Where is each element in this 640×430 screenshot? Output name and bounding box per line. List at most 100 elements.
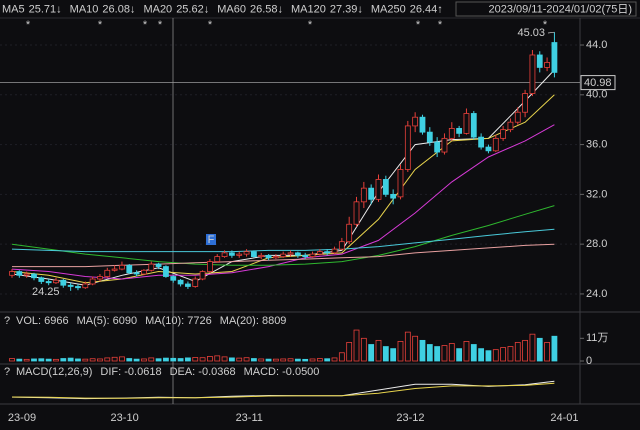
candle-body — [126, 264, 133, 274]
volume-bar — [243, 357, 250, 362]
volume-legend: MA(20): 8809 — [220, 315, 287, 327]
volume-bar — [419, 339, 426, 362]
volume-bar — [448, 343, 455, 362]
candle-body — [316, 251, 323, 255]
event-star: * — [438, 19, 443, 31]
candle-body — [419, 116, 426, 133]
legend-name: MA250 — [371, 3, 406, 15]
volume-bar — [456, 348, 463, 362]
volume-bar — [272, 358, 279, 362]
candle-body — [397, 169, 404, 198]
candle-body — [463, 113, 470, 134]
crosshair-label: 40.98 — [584, 77, 612, 89]
y-tick-label: 28.0 — [586, 238, 607, 250]
legend-value: 25.62↓ — [176, 3, 209, 15]
candle-body — [338, 241, 345, 250]
volume-bar — [177, 358, 184, 362]
volume-bar — [412, 335, 419, 362]
volume-bar — [463, 341, 470, 362]
legend-name: MA10 — [70, 3, 99, 15]
y-tick-label: 44.0 — [586, 39, 607, 51]
candle-body — [529, 54, 536, 94]
candle-body — [185, 283, 191, 287]
volume-bar — [316, 358, 323, 362]
volume-bar — [331, 357, 338, 362]
candle-body — [485, 146, 492, 152]
volume-bar — [97, 358, 103, 362]
volume-bar — [45, 358, 52, 362]
candle-body — [536, 54, 543, 68]
volume-bar — [141, 358, 147, 362]
volume-bar — [9, 358, 15, 362]
volume-bar — [514, 342, 521, 362]
volume-bar — [170, 357, 177, 362]
candle-body — [272, 256, 279, 259]
candle-body — [133, 272, 140, 275]
ma-line — [11, 69, 555, 286]
help: ? — [4, 315, 10, 327]
candle-body — [53, 279, 59, 284]
volume-bar — [126, 358, 133, 362]
candle-body — [470, 113, 477, 138]
candle-body — [214, 256, 221, 262]
volume-bar — [192, 357, 199, 362]
volume-bar — [536, 337, 543, 362]
volume-bar — [250, 358, 257, 362]
candle-body — [192, 278, 199, 287]
volume-bar — [382, 346, 389, 362]
legend-value: 26.08↓ — [102, 3, 135, 15]
volume-bar — [309, 358, 316, 362]
candle-body — [331, 248, 338, 254]
crosshair-box — [580, 75, 616, 91]
candle-body — [265, 254, 272, 259]
date-range-box[interactable] — [455, 1, 637, 17]
volume-bar — [75, 358, 81, 362]
volume-bar — [155, 358, 162, 362]
candle-body — [294, 252, 301, 256]
x-tick-label: 23-10 — [111, 412, 139, 424]
volume-bar — [119, 356, 125, 362]
volume-bar — [500, 347, 507, 362]
candle-body — [500, 129, 507, 139]
candle-body — [492, 137, 499, 152]
ma-line — [11, 228, 555, 253]
candle-body — [104, 269, 111, 277]
y-tick-label: 32.0 — [586, 188, 607, 200]
dea-line — [11, 382, 555, 399]
volume-bar — [397, 341, 404, 362]
candle-body — [228, 252, 235, 256]
candle-body — [346, 223, 353, 243]
volume-bar — [404, 331, 411, 362]
candle-body — [309, 253, 316, 258]
candle-body — [514, 111, 521, 123]
volume-bar — [470, 344, 477, 362]
candle-body — [67, 284, 74, 287]
volume-bar — [287, 358, 294, 362]
candle-body — [207, 261, 213, 272]
volume-bar — [492, 349, 499, 362]
volume-bar — [294, 358, 301, 362]
candle-body — [287, 252, 294, 255]
candle-body — [258, 254, 265, 258]
candle-body — [16, 271, 23, 276]
volume-bar — [375, 339, 382, 362]
legend-value: 26.44↑ — [410, 3, 443, 15]
date-range[interactable]: 2023/09/11-2024/01/02(75日) — [488, 3, 632, 15]
volume-bar — [221, 356, 228, 362]
y-tick-label: 24.0 — [586, 288, 607, 300]
volume-bar — [67, 357, 74, 362]
volume-bar — [133, 358, 140, 362]
ma-line — [11, 205, 555, 266]
volume-bar — [324, 358, 331, 362]
volume-bar — [258, 358, 265, 362]
y-tick-label: 0 — [586, 355, 592, 367]
help: ? — [4, 366, 10, 378]
flag: F — [208, 234, 215, 246]
candle-body — [155, 263, 162, 267]
volume-bar — [236, 357, 243, 362]
volume-bar — [353, 329, 360, 362]
volume-bar — [507, 346, 514, 362]
volume-bar — [346, 342, 353, 362]
